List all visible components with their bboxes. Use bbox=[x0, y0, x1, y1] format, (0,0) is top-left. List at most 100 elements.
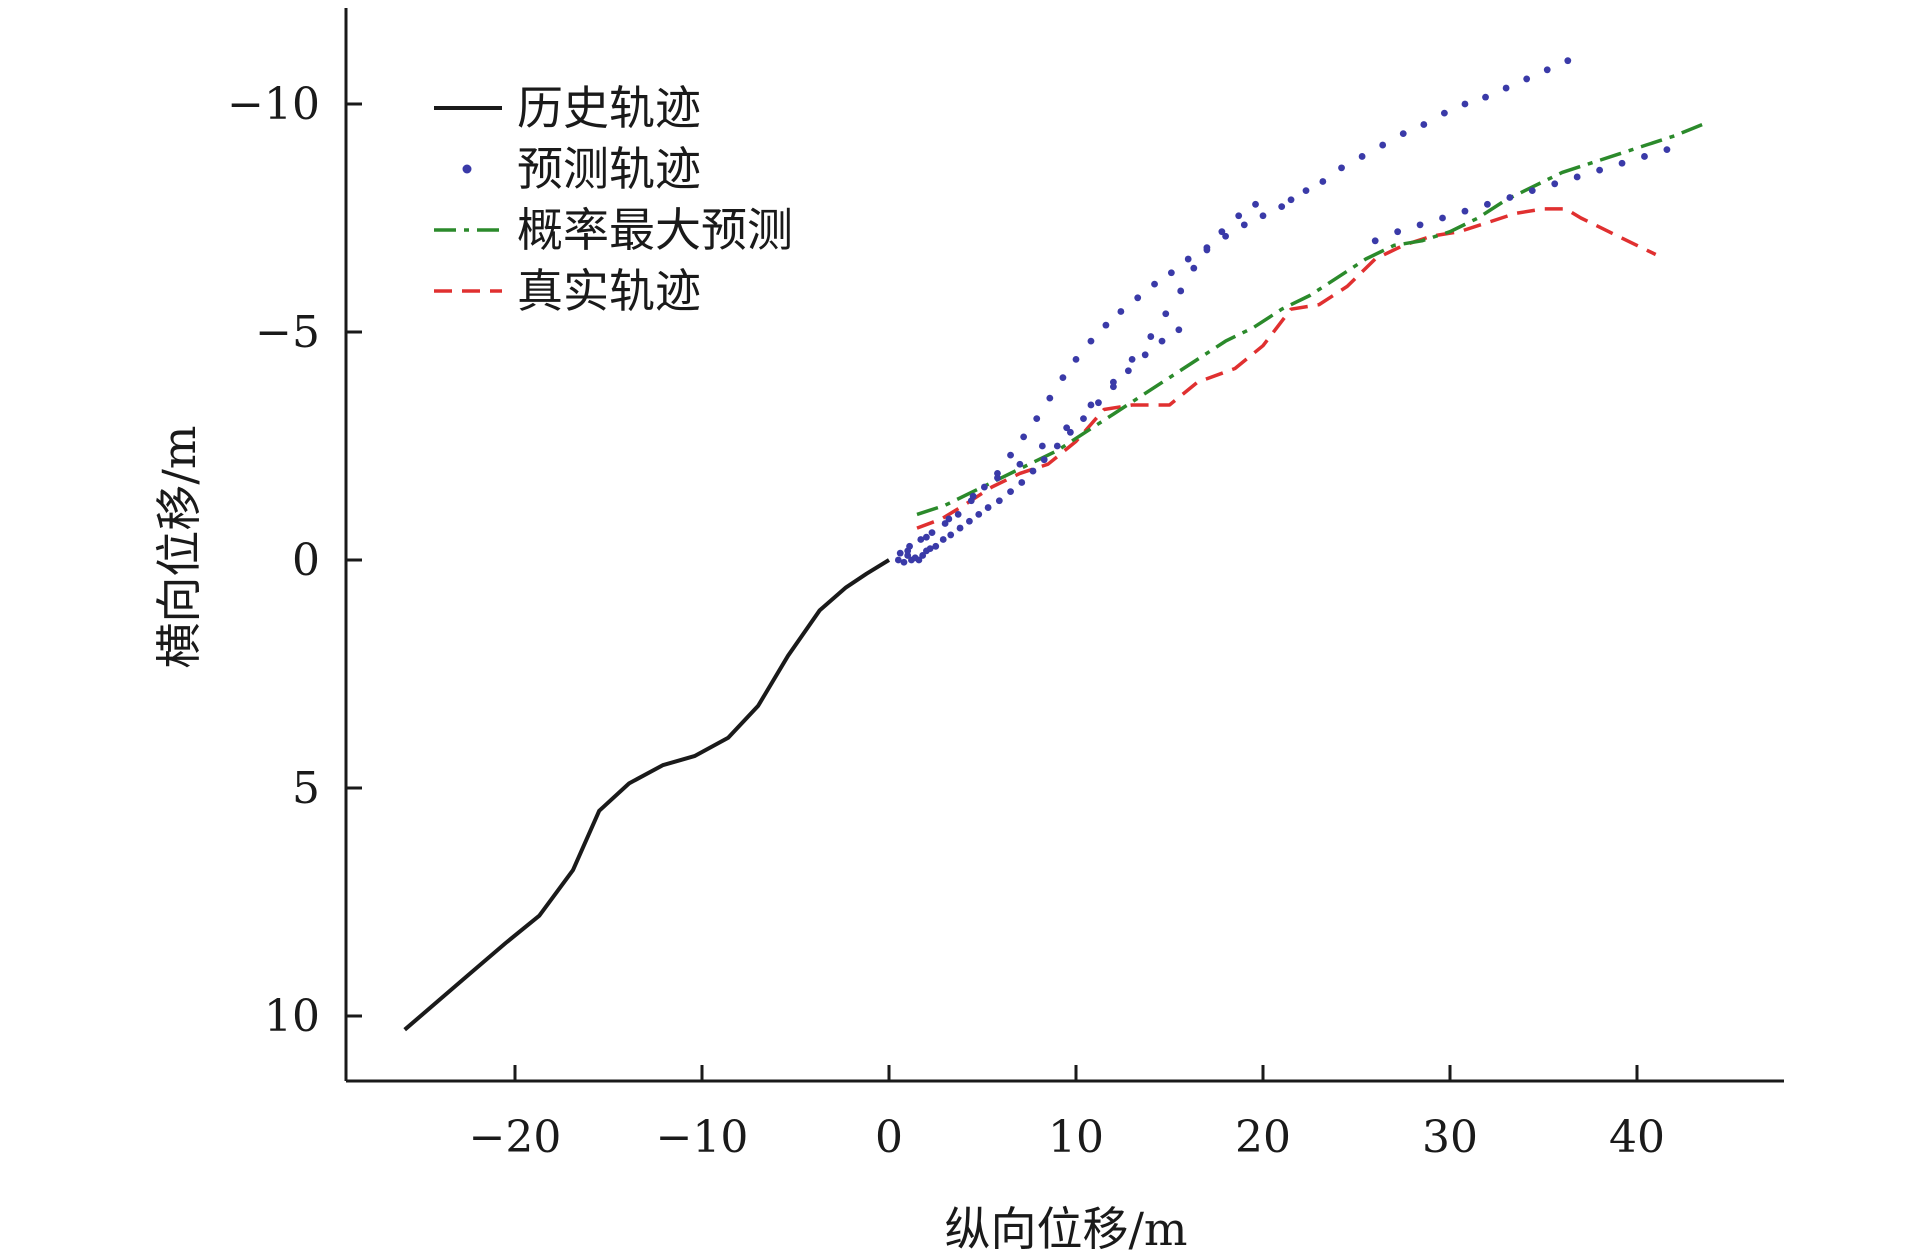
predicted-point bbox=[1484, 200, 1491, 208]
predicted-point bbox=[1482, 93, 1489, 101]
y-tick-label: −5 bbox=[255, 307, 320, 358]
predicted-point bbox=[975, 511, 983, 518]
predicted-point bbox=[1080, 415, 1087, 423]
predicted-point bbox=[1059, 374, 1067, 381]
predicted-point bbox=[969, 492, 977, 500]
series-2-points bbox=[894, 57, 1671, 566]
legend-item: 概率最大预测 bbox=[434, 203, 793, 257]
predicted-point bbox=[1564, 57, 1572, 65]
predicted-point bbox=[1252, 200, 1259, 208]
predicted-point bbox=[1222, 232, 1229, 240]
x-tick-label: 40 bbox=[1609, 1112, 1665, 1163]
predicted-point bbox=[915, 556, 923, 564]
predicted-point bbox=[1158, 337, 1166, 345]
predicted-point bbox=[928, 529, 936, 537]
predicted-point bbox=[1128, 355, 1136, 363]
predicted-point bbox=[926, 545, 934, 552]
predicted-point bbox=[1134, 294, 1142, 302]
predicted-point bbox=[1502, 84, 1510, 92]
x-tick-label: 30 bbox=[1422, 1112, 1478, 1163]
predicted-point bbox=[1543, 66, 1551, 74]
y-tick-label: 0 bbox=[292, 535, 320, 586]
predicted-point bbox=[947, 531, 955, 539]
legend-item: 真实轨迹 bbox=[434, 264, 701, 318]
predicted-point bbox=[1203, 246, 1211, 254]
predicted-point bbox=[1016, 460, 1024, 468]
predicted-point bbox=[900, 558, 908, 566]
x-tick-label: −10 bbox=[656, 1112, 749, 1163]
predicted-point bbox=[1440, 109, 1448, 117]
predicted-point bbox=[1416, 221, 1424, 229]
predicted-point bbox=[1175, 326, 1183, 334]
plot-area bbox=[403, 57, 1709, 1032]
predicted-point bbox=[1151, 280, 1158, 288]
predicted-point bbox=[980, 483, 988, 491]
legend-swatch bbox=[462, 164, 472, 174]
predicted-point bbox=[1379, 141, 1387, 149]
predicted-point bbox=[1235, 212, 1243, 220]
predicted-point bbox=[1319, 178, 1327, 185]
series-4-line bbox=[916, 207, 1657, 530]
predicted-point bbox=[1141, 351, 1149, 359]
predicted-point bbox=[896, 549, 904, 557]
series-3-line bbox=[916, 120, 1709, 517]
predicted-point bbox=[1020, 433, 1028, 441]
y-tick-label: 5 bbox=[292, 763, 320, 814]
predicted-point bbox=[1287, 196, 1295, 204]
predicted-point bbox=[954, 511, 962, 518]
ticks: −20 −10 0 10 20 30 40 −10 −5 0 5 10 bbox=[227, 79, 1665, 1163]
predicted-point bbox=[1063, 424, 1071, 432]
predicted-point bbox=[1053, 442, 1061, 450]
predicted-point bbox=[1087, 401, 1095, 409]
predicted-point bbox=[1007, 488, 1014, 495]
predicted-point bbox=[1184, 255, 1192, 263]
legend-label: 历史轨迹 bbox=[517, 81, 701, 135]
predicted-point bbox=[1029, 467, 1037, 475]
predicted-point bbox=[1394, 228, 1402, 236]
legend-label: 预测轨迹 bbox=[517, 142, 701, 196]
predicted-point bbox=[1240, 221, 1248, 229]
legend-label: 真实轨迹 bbox=[517, 264, 701, 318]
predicted-point bbox=[1399, 130, 1407, 138]
x-tick-label: 10 bbox=[1048, 1112, 1104, 1163]
predicted-point bbox=[1190, 264, 1198, 272]
predicted-point bbox=[995, 497, 1003, 505]
predicted-point bbox=[1095, 399, 1102, 407]
predicted-point bbox=[1124, 367, 1132, 375]
predicted-point bbox=[1102, 321, 1110, 329]
predicted-point bbox=[1259, 212, 1267, 220]
predicted-point bbox=[984, 504, 992, 511]
predicted-point bbox=[1072, 355, 1080, 363]
predicted-point bbox=[994, 474, 1001, 482]
predicted-point bbox=[1018, 479, 1026, 486]
x-axis-title: 纵向位移/m bbox=[944, 1202, 1187, 1252]
predicted-point bbox=[966, 517, 973, 525]
predicted-point bbox=[1117, 308, 1125, 315]
series-1-line bbox=[403, 558, 891, 1032]
predicted-point bbox=[1618, 159, 1626, 167]
axes bbox=[344, 8, 1784, 1083]
predicted-point bbox=[894, 556, 902, 564]
predicted-point bbox=[1371, 237, 1379, 245]
predicted-point bbox=[941, 520, 949, 527]
predicted-point bbox=[1573, 173, 1581, 181]
predicted-point bbox=[1046, 394, 1054, 402]
predicted-point bbox=[1358, 153, 1366, 160]
x-tick-label: 0 bbox=[875, 1112, 903, 1163]
predicted-point bbox=[1302, 187, 1310, 195]
predicted-point bbox=[1641, 153, 1648, 160]
predicted-point bbox=[1110, 378, 1117, 386]
predicted-point bbox=[1147, 333, 1155, 340]
predicted-point bbox=[1007, 451, 1014, 459]
predicted-point bbox=[1523, 75, 1531, 83]
predicted-point bbox=[939, 536, 947, 543]
predicted-point bbox=[1218, 228, 1226, 236]
predicted-point bbox=[1528, 187, 1536, 195]
predicted-point bbox=[1338, 164, 1345, 172]
predicted-point bbox=[1596, 166, 1603, 174]
predicted-point bbox=[923, 533, 930, 541]
legend-item: 预测轨迹 bbox=[462, 142, 701, 196]
predicted-point bbox=[1506, 194, 1514, 201]
